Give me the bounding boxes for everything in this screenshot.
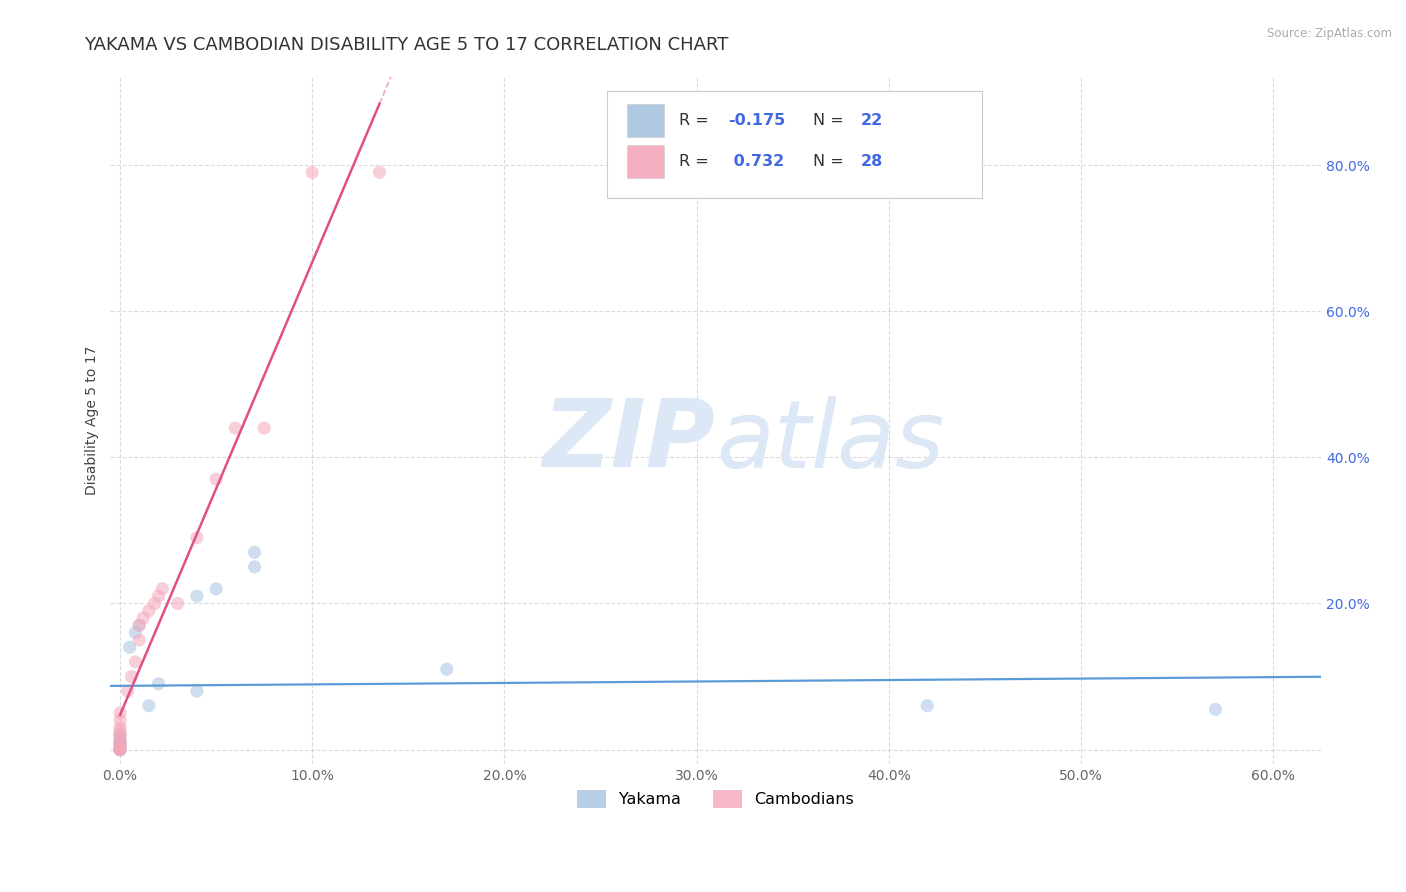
FancyBboxPatch shape xyxy=(627,145,664,178)
Text: 0.732: 0.732 xyxy=(728,154,785,169)
Point xyxy=(166,597,188,611)
Point xyxy=(128,618,150,632)
Text: 28: 28 xyxy=(860,154,883,169)
Point xyxy=(243,545,266,559)
Legend: Yakama, Cambodians: Yakama, Cambodians xyxy=(571,783,860,814)
Point xyxy=(148,677,170,691)
Point xyxy=(915,698,938,713)
Point xyxy=(108,742,131,756)
Point xyxy=(108,737,131,751)
FancyBboxPatch shape xyxy=(607,91,983,198)
Point xyxy=(205,472,228,486)
Point xyxy=(108,721,131,735)
Point xyxy=(150,582,173,596)
Point xyxy=(108,739,131,753)
Point xyxy=(108,735,131,749)
Point xyxy=(108,742,131,756)
Point xyxy=(224,421,246,435)
Point xyxy=(121,669,143,683)
Text: R =: R = xyxy=(679,113,714,128)
Point xyxy=(132,611,155,625)
Point xyxy=(138,698,160,713)
Text: R =: R = xyxy=(679,154,714,169)
Point xyxy=(1204,702,1226,716)
Point xyxy=(108,742,131,756)
Text: N =: N = xyxy=(813,113,849,128)
Point xyxy=(108,728,131,742)
Point xyxy=(124,625,146,640)
Point xyxy=(108,742,131,756)
Point xyxy=(117,684,139,698)
Point xyxy=(108,742,131,756)
Point xyxy=(108,714,131,728)
Point xyxy=(186,531,208,545)
Point xyxy=(108,728,131,742)
Point xyxy=(128,618,150,632)
Point xyxy=(301,165,323,179)
Text: N =: N = xyxy=(813,154,849,169)
Point xyxy=(138,604,160,618)
FancyBboxPatch shape xyxy=(627,104,664,137)
Text: -0.175: -0.175 xyxy=(728,113,785,128)
Point xyxy=(186,589,208,603)
Point xyxy=(108,728,131,742)
Point xyxy=(148,589,170,603)
Point xyxy=(128,632,150,647)
Text: ZIP: ZIP xyxy=(543,395,716,487)
Point xyxy=(108,706,131,720)
Y-axis label: Disability Age 5 to 17: Disability Age 5 to 17 xyxy=(86,346,100,495)
Point xyxy=(108,735,131,749)
Point xyxy=(143,597,166,611)
Point xyxy=(186,684,208,698)
Text: atlas: atlas xyxy=(716,396,943,487)
Point xyxy=(108,731,131,746)
Point xyxy=(108,724,131,739)
Point xyxy=(108,735,131,749)
Point xyxy=(436,662,458,676)
Point xyxy=(124,655,146,669)
Point xyxy=(118,640,141,655)
Point xyxy=(368,165,391,179)
Text: YAKAMA VS CAMBODIAN DISABILITY AGE 5 TO 17 CORRELATION CHART: YAKAMA VS CAMBODIAN DISABILITY AGE 5 TO … xyxy=(84,36,728,54)
Point xyxy=(108,742,131,756)
Point xyxy=(205,582,228,596)
Point xyxy=(108,739,131,753)
Text: Source: ZipAtlas.com: Source: ZipAtlas.com xyxy=(1267,27,1392,40)
Point xyxy=(253,421,276,435)
Point xyxy=(243,560,266,574)
Text: 22: 22 xyxy=(860,113,883,128)
